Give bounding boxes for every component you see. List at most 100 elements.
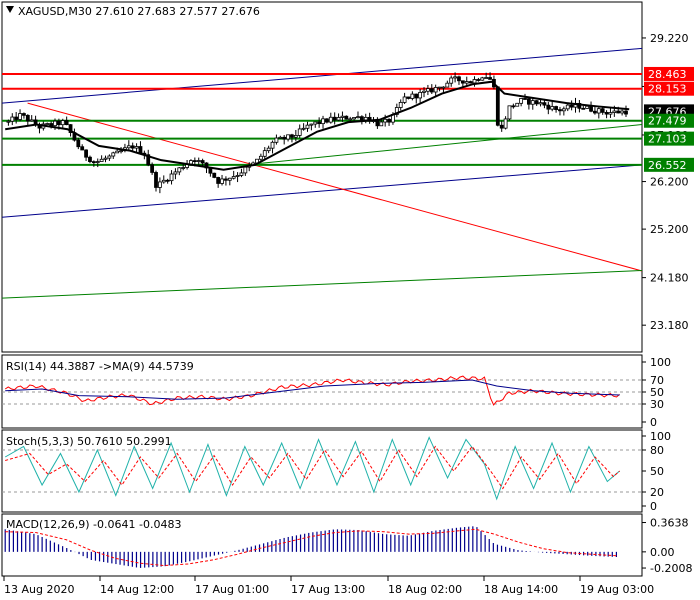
candle-body [484,77,489,79]
candle-body [422,90,426,93]
rsi-header: RSI(14) 44.3887 ->MA(9) 44.5739 [6,360,194,373]
level-label-box [644,131,694,146]
stoch-tick-label: 100 [650,430,671,443]
candle-body [161,179,166,183]
candle-body [243,166,248,174]
candle-body [317,121,322,125]
candle-body [266,147,271,152]
candle-body [196,160,201,162]
candle-body [165,179,170,182]
candle-body [177,167,182,173]
candle-body [293,135,298,138]
time-tick-label: 17 Aug 13:00 [291,583,365,596]
candle-body [600,108,605,113]
candle-body [375,120,380,127]
candle-body [262,150,267,157]
candle-body [80,146,85,151]
price-tick-label: 25.200 [650,223,689,236]
candle-body [134,146,139,149]
candle-body [64,120,69,126]
candle-body [460,80,465,84]
candle-body [418,91,423,99]
candle-body [379,121,384,127]
candle-body [394,107,399,115]
price-series-group [1,47,643,299]
candle-body [325,118,329,123]
candle-body [29,119,34,122]
price-tick-label: 29.220 [650,32,689,45]
candle-body [227,177,232,181]
candle-body [200,160,205,164]
candle-body [561,108,566,112]
candle-body [589,105,593,112]
candle-body [608,112,613,115]
symbol-dropdown-icon[interactable] [6,6,14,13]
candle-body [224,178,228,181]
candle-body [332,116,337,121]
candle-body [231,176,236,179]
level-label-box [644,113,694,128]
candle-body [56,120,61,126]
level-label: 27.479 [648,115,687,128]
time-tick-label: 14 Aug 12:00 [100,583,174,596]
time-tick-label: 18 Aug 02:00 [388,583,462,596]
candle-body [620,110,625,114]
candle-body [604,111,609,115]
candle-body [441,86,446,89]
candle-body [192,160,197,162]
candle-body [282,136,287,140]
candle-body [585,105,590,109]
candle-body [542,102,547,106]
candle-body [511,105,516,108]
candle-body [534,100,539,105]
stoch-panel-frame [1,429,643,513]
candle-body [499,124,504,129]
candle-body [616,110,621,114]
candle-body [406,96,411,99]
stoch-main-line [4,436,620,501]
candle-body [99,158,104,162]
candle-body [464,81,469,84]
rsi-tick-label: 100 [650,356,671,369]
candle-body [321,118,325,125]
trend-line [1,47,643,104]
level-label: 27.103 [648,133,687,146]
candle-body [181,167,186,169]
candle-body [558,109,562,112]
candle-body [115,150,120,154]
candle-body [150,164,155,173]
candle-body [414,93,419,99]
candle-body [468,81,473,84]
candle-body [53,120,57,127]
candle-body [14,116,19,120]
candle-body [523,98,527,100]
candle-body [402,96,407,103]
macd-tick-label: -0.2008 [650,562,692,575]
candle-body [274,137,279,143]
candle-body [437,86,442,89]
candle-body [301,127,306,130]
macd-tick-label: 0.3638 [650,517,689,530]
candle-body [515,102,520,107]
time-tick-label: 18 Aug 14:00 [484,583,558,596]
candle-body [286,134,290,140]
level-label: 28.463 [648,68,687,81]
candle-body [340,115,345,118]
candle-body [68,124,73,133]
candle-body [624,110,628,115]
candle-body [212,172,217,178]
price-tick-label: 24.180 [650,272,689,285]
level-label-box [644,157,694,172]
candle-body [472,79,477,84]
candle-body [363,116,368,121]
stoch-tick-label: 80 [650,444,664,457]
time-axis: 13 Aug 2020 14 Aug 12:00 17 Aug 01:00 17 Au… [3,576,654,596]
candle-body [433,87,438,93]
candle-body [297,128,302,136]
candle-body [10,116,15,122]
candle-body [88,156,92,162]
candle-body [157,181,162,188]
candle-body [189,160,193,165]
